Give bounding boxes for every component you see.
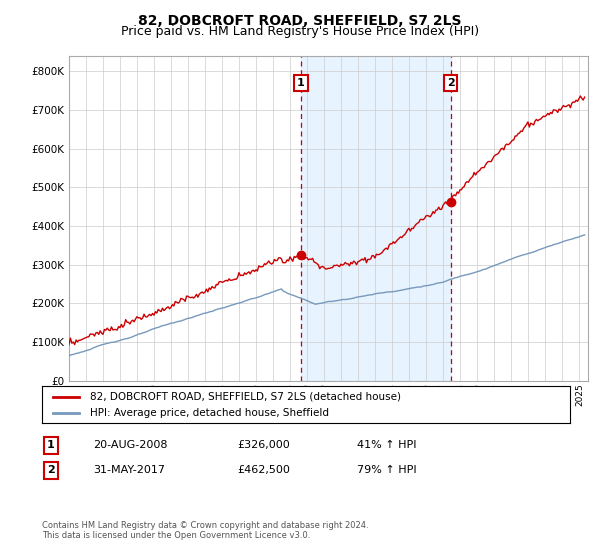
Text: 82, DOBCROFT ROAD, SHEFFIELD, S7 2LS (detached house): 82, DOBCROFT ROAD, SHEFFIELD, S7 2LS (de…	[89, 391, 401, 402]
Text: 2: 2	[47, 465, 55, 475]
Text: Price paid vs. HM Land Registry's House Price Index (HPI): Price paid vs. HM Land Registry's House …	[121, 25, 479, 38]
Text: 41% ↑ HPI: 41% ↑ HPI	[357, 440, 416, 450]
Text: 20-AUG-2008: 20-AUG-2008	[93, 440, 167, 450]
Text: Contains HM Land Registry data © Crown copyright and database right 2024.
This d: Contains HM Land Registry data © Crown c…	[42, 521, 368, 540]
Text: 2: 2	[446, 78, 454, 88]
Text: 1: 1	[47, 440, 55, 450]
Text: 82, DOBCROFT ROAD, SHEFFIELD, S7 2LS: 82, DOBCROFT ROAD, SHEFFIELD, S7 2LS	[138, 14, 462, 28]
Text: £462,500: £462,500	[237, 465, 290, 475]
Text: 1: 1	[297, 78, 305, 88]
Text: £326,000: £326,000	[237, 440, 290, 450]
Bar	[301, 56, 451, 381]
Text: 31-MAY-2017: 31-MAY-2017	[93, 465, 165, 475]
Text: HPI: Average price, detached house, Sheffield: HPI: Average price, detached house, Shef…	[89, 408, 329, 418]
Text: 79% ↑ HPI: 79% ↑ HPI	[357, 465, 416, 475]
